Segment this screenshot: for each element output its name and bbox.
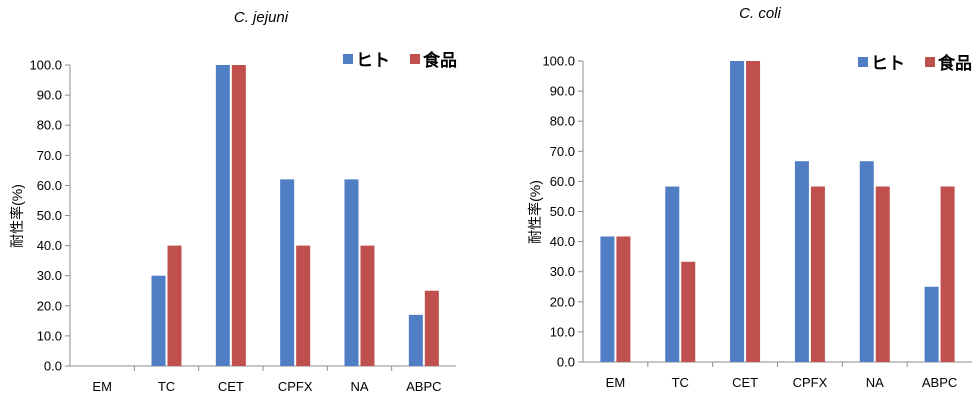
legend-swatch-food [925, 57, 935, 67]
y-tick-label: 60.0 [37, 178, 62, 193]
y-tick-label: 100.0 [542, 54, 575, 69]
bar-human-cpfx [794, 161, 809, 362]
y-tick-label: 50.0 [37, 208, 62, 223]
bar-food-cet [231, 65, 246, 366]
chart-1: C. coli 0.0 10.0 20.0 30.0 40.0 50.0 60.0 70.0 80… [527, 5, 972, 390]
chart-title: C. jejuni [234, 9, 289, 26]
bar-human-em [600, 236, 615, 362]
y-tick-label: 90.0 [550, 84, 575, 99]
bar-human-na [344, 179, 359, 366]
y-tick-label: 20.0 [37, 298, 62, 313]
y-tick-label: 90.0 [37, 88, 62, 103]
chart-title: C. coli [739, 5, 781, 22]
bar-food-abpc [424, 290, 439, 366]
legend-swatch-food [410, 54, 420, 64]
y-tick-label: 10.0 [550, 324, 575, 339]
bar-food-cpfx [810, 186, 825, 362]
bar-human-abpc [408, 314, 423, 366]
x-category-label: CET [732, 375, 758, 390]
y-tick-label: 30.0 [550, 264, 575, 279]
y-tick-label: 20.0 [550, 294, 575, 309]
x-category-label: EM [92, 379, 112, 394]
bar-human-cpfx [280, 179, 295, 366]
legend-label-human: ヒト [356, 51, 390, 70]
y-tick-label: 50.0 [550, 204, 575, 219]
bar-food-cpfx [296, 245, 311, 366]
y-tick-label: 40.0 [550, 234, 575, 249]
legend-swatch-human [343, 54, 353, 64]
y-tick-label: 0.0 [557, 355, 575, 370]
y-tick-label: 70.0 [37, 148, 62, 163]
legend-label-human: ヒト [871, 54, 905, 73]
y-tick-label: 0.0 [44, 359, 62, 374]
y-tick-label: 80.0 [550, 114, 575, 129]
x-category-label: CET [218, 379, 244, 394]
x-category-label: ABPC [406, 379, 441, 394]
y-axis-label: 耐性率(%) [9, 184, 25, 248]
x-category-label: NA [350, 379, 368, 394]
bar-human-tc [151, 275, 166, 366]
y-tick-label: 10.0 [37, 328, 62, 343]
x-category-label: CPFX [278, 379, 313, 394]
y-tick-label: 100.0 [29, 58, 62, 73]
legend-swatch-human [858, 57, 868, 67]
y-tick-label: 40.0 [37, 238, 62, 253]
bar-human-abpc [924, 286, 939, 362]
x-category-label: TC [158, 379, 175, 394]
bar-human-na [859, 161, 874, 362]
bar-food-tc [681, 261, 696, 362]
chart-0: C. jejuni 0.0 10.0 20.0 30.0 40.0 50.0 60.0 70.0… [9, 9, 457, 394]
bar-human-cet [730, 61, 745, 362]
x-category-label: EM [606, 375, 626, 390]
bar-food-tc [167, 245, 182, 366]
bar-food-cet [746, 61, 761, 362]
bar-human-cet [215, 65, 230, 366]
y-tick-label: 60.0 [550, 174, 575, 189]
y-tick-label: 80.0 [37, 118, 62, 133]
bar-food-em [616, 236, 631, 362]
y-axis-label: 耐性率(%) [527, 180, 543, 244]
x-category-label: NA [866, 375, 884, 390]
bar-food-na [875, 186, 890, 362]
bar-food-na [360, 245, 375, 366]
y-tick-label: 70.0 [550, 144, 575, 159]
legend-label-food: 食品 [423, 50, 457, 70]
bar-human-tc [665, 186, 680, 362]
x-category-label: TC [672, 375, 689, 390]
x-category-label: ABPC [922, 375, 957, 390]
x-category-label: CPFX [793, 375, 828, 390]
y-tick-label: 30.0 [37, 268, 62, 283]
bar-food-abpc [940, 186, 955, 362]
legend-label-food: 食品 [938, 53, 972, 73]
